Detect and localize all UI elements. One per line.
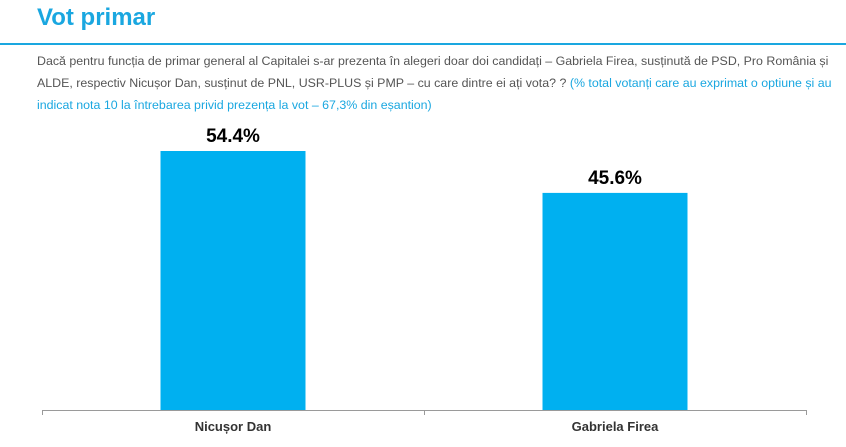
data-label-1: 45.6%	[588, 168, 642, 189]
question-note: (% total votanți care au exprimat o opti…	[37, 76, 832, 112]
page-title: Vot primar	[37, 4, 156, 31]
data-label-0: 54.4%	[206, 126, 260, 147]
bar-0	[160, 151, 306, 410]
category-label-0: Nicușor Dan	[195, 419, 272, 434]
survey-question: Dacă pentru funcția de primar general al…	[37, 50, 837, 116]
bar-chart: 54.4% Nicușor Dan 45.6% Gabriela Firea	[42, 126, 807, 434]
bar-1	[542, 192, 688, 410]
question-text: Dacă pentru funcția de primar general al…	[37, 54, 829, 90]
category-label-1: Gabriela Firea	[572, 419, 659, 434]
title-divider	[0, 43, 846, 45]
